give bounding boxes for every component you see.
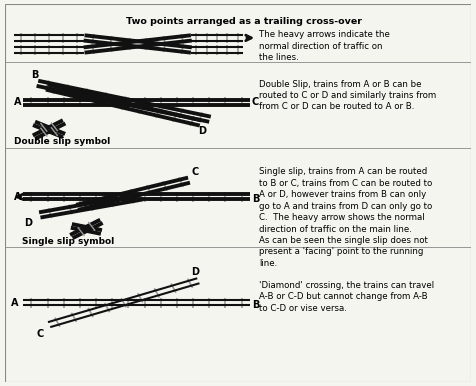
Text: A: A [11, 298, 19, 308]
Text: Single slip, trains from A can be routed
to B or C, trains from C can be routed : Single slip, trains from A can be routed… [259, 167, 432, 268]
Text: 'Diamond' crossing, the trains can travel
A-B or C-D but cannot change from A-B
: 'Diamond' crossing, the trains can trave… [259, 281, 434, 313]
Text: D: D [191, 267, 199, 278]
Text: D: D [198, 127, 207, 136]
Text: D: D [24, 218, 32, 228]
Text: The heavy arrows indicate the
normal direction of traffic on
the lines.: The heavy arrows indicate the normal dir… [259, 30, 390, 62]
Text: A: A [14, 97, 21, 107]
Text: A: A [14, 192, 21, 202]
Text: Double slip symbol: Double slip symbol [14, 137, 110, 146]
Text: B: B [252, 300, 259, 310]
Text: B: B [31, 70, 39, 80]
Text: Two points arranged as a trailing cross-over: Two points arranged as a trailing cross-… [126, 17, 362, 26]
Text: C: C [191, 167, 198, 177]
Text: Single slip symbol: Single slip symbol [22, 237, 115, 245]
Text: C: C [252, 97, 259, 107]
Text: B: B [252, 194, 259, 204]
Text: Double Slip, trains from A or B can be
routed to C or D and similarly trains fro: Double Slip, trains from A or B can be r… [259, 80, 436, 112]
Text: C: C [36, 329, 43, 339]
